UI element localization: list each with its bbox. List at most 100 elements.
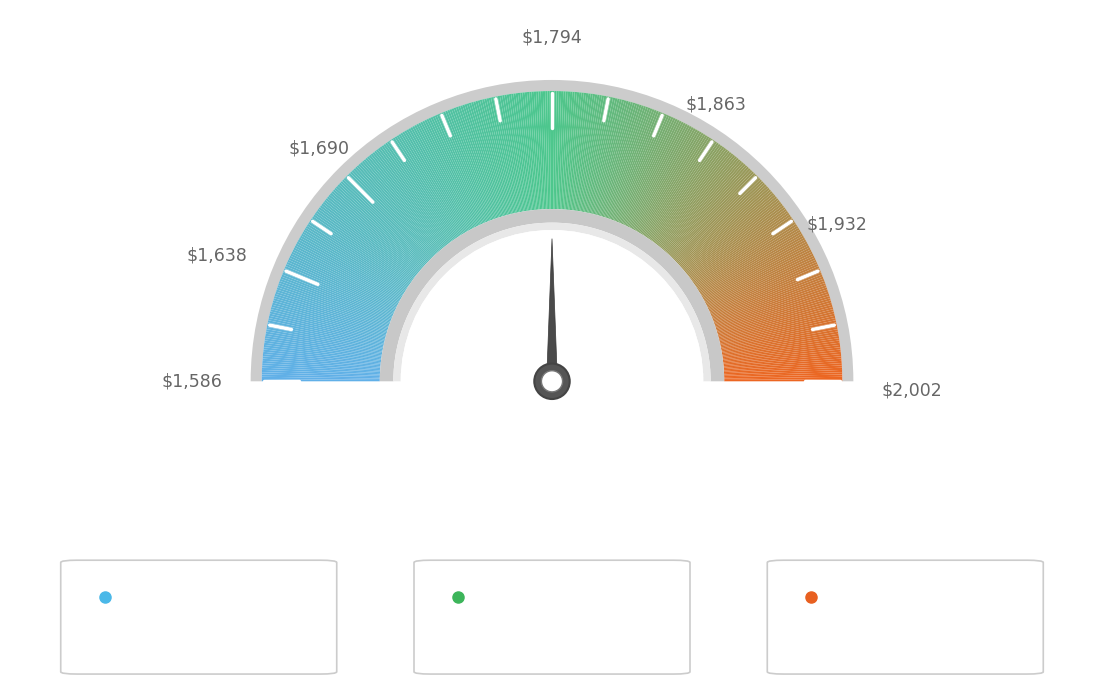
- Wedge shape: [465, 104, 501, 217]
- Wedge shape: [724, 372, 842, 377]
- Wedge shape: [591, 99, 619, 214]
- Wedge shape: [659, 153, 733, 247]
- Wedge shape: [262, 377, 380, 380]
- Wedge shape: [369, 155, 444, 248]
- Wedge shape: [289, 256, 396, 308]
- Wedge shape: [343, 177, 429, 262]
- Wedge shape: [601, 103, 635, 217]
- Wedge shape: [263, 356, 381, 368]
- Wedge shape: [624, 118, 676, 226]
- Wedge shape: [332, 189, 423, 268]
- Wedge shape: [724, 375, 842, 379]
- Wedge shape: [611, 108, 652, 219]
- Wedge shape: [722, 340, 840, 358]
- Bar: [401, 382, 703, 566]
- Wedge shape: [565, 92, 577, 210]
- Wedge shape: [650, 143, 719, 240]
- Wedge shape: [712, 273, 821, 318]
- Wedge shape: [310, 218, 410, 286]
- Wedge shape: [552, 91, 554, 209]
- Wedge shape: [572, 93, 588, 210]
- Wedge shape: [305, 228, 406, 291]
- Wedge shape: [279, 281, 391, 323]
- Wedge shape: [408, 128, 468, 232]
- Wedge shape: [533, 92, 542, 210]
- Wedge shape: [275, 294, 388, 331]
- Wedge shape: [522, 92, 535, 210]
- Wedge shape: [668, 166, 749, 255]
- Wedge shape: [487, 98, 514, 213]
- Wedge shape: [570, 92, 584, 210]
- Wedge shape: [393, 223, 711, 382]
- Wedge shape: [718, 305, 832, 337]
- Wedge shape: [476, 101, 508, 215]
- Wedge shape: [262, 379, 380, 382]
- Wedge shape: [664, 161, 742, 251]
- Wedge shape: [401, 132, 464, 235]
- Polygon shape: [546, 239, 558, 382]
- Wedge shape: [529, 92, 540, 210]
- Wedge shape: [411, 127, 469, 231]
- Wedge shape: [606, 106, 646, 218]
- Wedge shape: [585, 97, 611, 213]
- Wedge shape: [493, 97, 519, 213]
- Wedge shape: [298, 239, 402, 298]
- Wedge shape: [559, 91, 565, 209]
- Wedge shape: [265, 338, 382, 357]
- Wedge shape: [564, 92, 575, 210]
- Wedge shape: [263, 354, 381, 366]
- Wedge shape: [380, 146, 450, 243]
- Wedge shape: [711, 270, 821, 317]
- Wedge shape: [309, 220, 408, 287]
- Wedge shape: [471, 102, 506, 216]
- Wedge shape: [315, 213, 412, 282]
- Wedge shape: [692, 213, 789, 282]
- Wedge shape: [672, 175, 757, 259]
- Wedge shape: [696, 222, 796, 288]
- Wedge shape: [597, 101, 630, 215]
- Wedge shape: [550, 91, 552, 209]
- Wedge shape: [513, 93, 530, 210]
- Wedge shape: [618, 113, 666, 223]
- Wedge shape: [705, 250, 811, 304]
- Wedge shape: [723, 347, 840, 362]
- Wedge shape: [414, 125, 471, 230]
- Text: Avg Cost: Avg Cost: [478, 589, 566, 607]
- Wedge shape: [301, 233, 404, 295]
- Wedge shape: [702, 239, 806, 298]
- FancyBboxPatch shape: [414, 560, 690, 674]
- Wedge shape: [440, 112, 487, 222]
- Wedge shape: [715, 292, 829, 329]
- Wedge shape: [347, 175, 432, 259]
- Wedge shape: [543, 91, 548, 209]
- Wedge shape: [647, 139, 713, 238]
- Wedge shape: [704, 246, 809, 302]
- Wedge shape: [541, 91, 546, 209]
- Wedge shape: [683, 195, 776, 272]
- Text: $1,638: $1,638: [187, 246, 247, 264]
- Wedge shape: [380, 209, 724, 382]
- Wedge shape: [449, 109, 492, 220]
- Wedge shape: [690, 209, 787, 280]
- Wedge shape: [251, 80, 853, 382]
- Wedge shape: [375, 149, 448, 244]
- Wedge shape: [658, 152, 732, 246]
- Wedge shape: [690, 207, 785, 279]
- Wedge shape: [327, 196, 420, 273]
- Text: $2,002: $2,002: [882, 382, 943, 400]
- Wedge shape: [262, 370, 380, 376]
- Wedge shape: [602, 104, 637, 217]
- Wedge shape: [679, 184, 766, 266]
- Wedge shape: [615, 111, 661, 221]
- Wedge shape: [723, 349, 841, 364]
- Wedge shape: [636, 128, 696, 232]
- Wedge shape: [700, 233, 803, 295]
- Wedge shape: [290, 254, 397, 307]
- Wedge shape: [269, 311, 385, 341]
- Wedge shape: [582, 95, 604, 212]
- Wedge shape: [645, 136, 710, 237]
- Wedge shape: [401, 230, 703, 382]
- Wedge shape: [710, 264, 818, 313]
- Wedge shape: [575, 94, 593, 211]
- Wedge shape: [701, 235, 804, 296]
